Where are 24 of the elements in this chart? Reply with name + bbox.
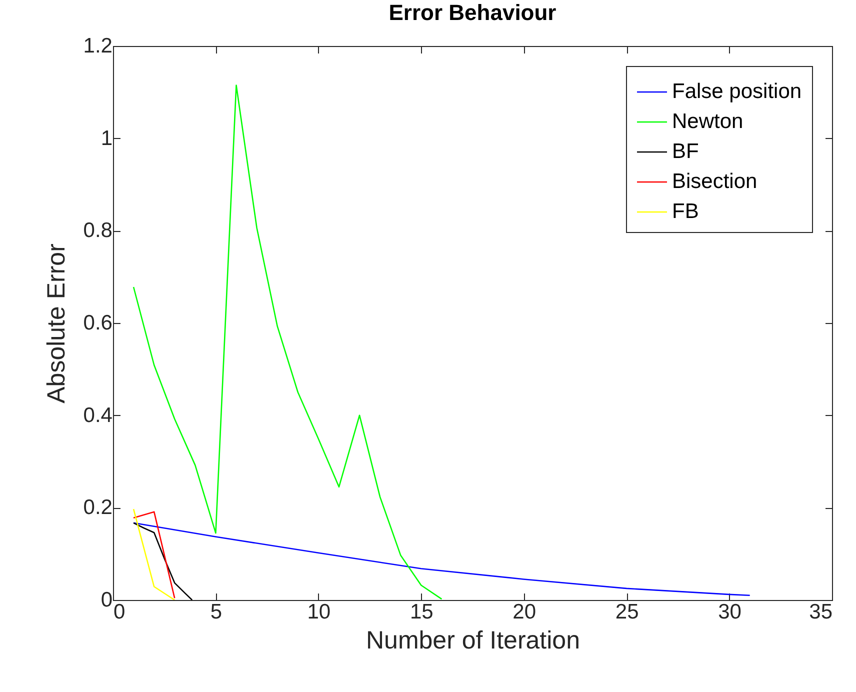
- y-tick-label: 1: [100, 126, 112, 150]
- line-series: [132, 522, 750, 596]
- y-tick-label: 0.6: [83, 312, 112, 334]
- x-tick-label: 10: [307, 600, 331, 624]
- x-tick-label: 25: [615, 600, 639, 624]
- line-series: [132, 522, 193, 600]
- legend-label: False position: [672, 80, 802, 103]
- y-axis-title: Absolute Error: [42, 244, 70, 404]
- chart-title: Error Behaviour: [388, 0, 557, 25]
- x-tick-label: 5: [210, 600, 222, 624]
- x-tick-label: 35: [809, 600, 832, 624]
- legend-label: FB: [672, 200, 699, 223]
- y-tick-label: 0.8: [83, 219, 112, 242]
- x-tick-label: 30: [718, 600, 742, 624]
- legend-label: Newton: [672, 110, 744, 133]
- x-axis-title: Number of Iteration: [366, 626, 580, 654]
- line-series: [132, 84, 442, 600]
- x-tick-label: 15: [410, 600, 434, 624]
- legend-label: BF: [672, 140, 699, 163]
- legend-label: Bisection: [672, 170, 758, 193]
- x-tick-label: 20: [512, 600, 536, 624]
- y-tick-label: 0.2: [83, 496, 112, 520]
- y-tick-label: 1.2: [83, 34, 112, 58]
- y-tick-label: 0.4: [83, 404, 113, 427]
